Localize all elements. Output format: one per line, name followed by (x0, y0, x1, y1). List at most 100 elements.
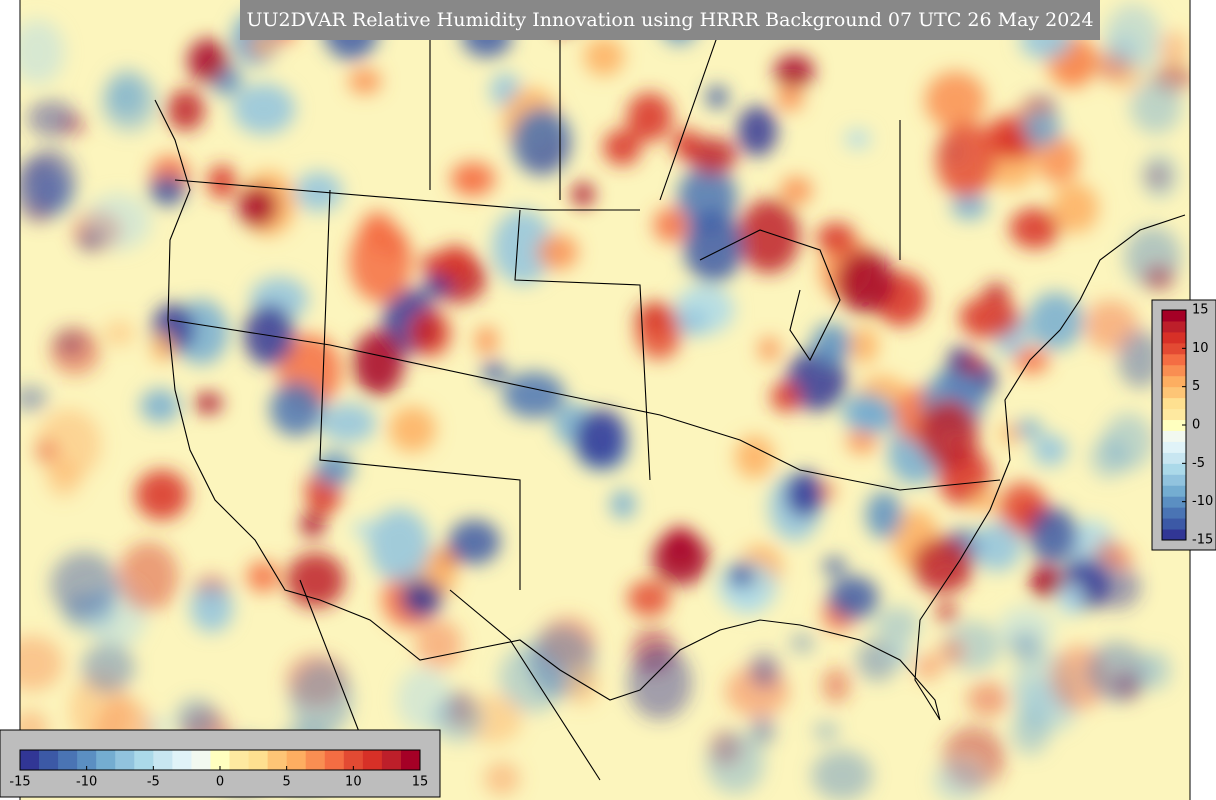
colorbar-segment (1162, 452, 1186, 464)
field-blob (626, 92, 673, 142)
colorbar-segment (1162, 342, 1186, 355)
colorbar-segment (1162, 507, 1186, 519)
field-blob (1139, 650, 1171, 691)
field-blob (925, 71, 986, 130)
field-blob (118, 541, 179, 612)
field-blob (349, 221, 412, 303)
field-blob (431, 695, 484, 742)
field-blob (269, 381, 323, 437)
colorbar-tick-label: -15 (1192, 533, 1213, 548)
field-blob (571, 182, 595, 207)
field-blob (841, 392, 890, 432)
field-blob (966, 681, 1010, 717)
field-blob (823, 557, 846, 576)
colorbar-tick-label: 0 (1192, 418, 1200, 433)
field-blob (348, 68, 382, 95)
field-blob (938, 637, 965, 666)
colorbar-tick-label: 0 (216, 775, 224, 790)
field-blob (422, 274, 452, 296)
colorbar-tick-label: 10 (345, 775, 362, 790)
field-blob (1052, 183, 1099, 234)
field-blob (995, 122, 1029, 157)
field-blob (914, 653, 942, 681)
colorbar-segment (96, 750, 116, 770)
field-blob (627, 580, 671, 617)
field-blob (20, 635, 63, 692)
field-blob (166, 89, 205, 131)
field-blob (565, 664, 600, 706)
field-blob (436, 245, 474, 281)
colorbar-segment (115, 750, 135, 770)
field-blob (50, 551, 119, 618)
colorbar-segment (1162, 496, 1186, 508)
field-blob (972, 522, 1023, 572)
field-blob (85, 193, 152, 251)
field-blob (776, 86, 804, 112)
field-blob (1008, 630, 1042, 662)
field-blob (511, 107, 572, 176)
field-blob (502, 371, 565, 419)
colorbar-tick-label: 10 (1192, 341, 1209, 356)
field-blob (677, 308, 708, 337)
field-blob (652, 532, 710, 586)
field-blob (187, 38, 229, 84)
field-blob (46, 461, 81, 498)
field-blob (737, 589, 759, 614)
field-blob (1011, 708, 1050, 755)
colorbar-segment (153, 750, 173, 770)
field-blob (627, 645, 693, 720)
field-blob (999, 422, 1021, 446)
field-blob (492, 209, 554, 285)
field-blob (949, 346, 970, 369)
colorbar-segment (39, 750, 59, 770)
field-blob (400, 579, 443, 617)
field-blob (706, 85, 729, 109)
field-blob (1015, 419, 1043, 439)
field-blob (20, 19, 65, 85)
field-blob (912, 537, 974, 594)
field-blob (653, 207, 688, 243)
field-blob (816, 222, 856, 255)
colorbar-tick-label: -10 (76, 775, 97, 790)
field-blob (813, 722, 839, 741)
field-blob (1038, 136, 1080, 185)
colorbar-segment (286, 750, 307, 770)
field-blob (727, 563, 755, 588)
colorbar-segment (1162, 386, 1186, 399)
field-blob (149, 175, 186, 206)
field-blob (780, 176, 813, 205)
field-blob (610, 489, 636, 519)
field-blob (50, 327, 101, 376)
field-blob (919, 399, 979, 470)
field-blob (420, 253, 442, 274)
colorbars: -15 -10 -5 0 5 10 15 15 10 5 0 -5 -10 -15 (0, 299, 1216, 798)
colorbar-segment (1162, 474, 1186, 486)
field-blob (865, 491, 903, 539)
field-blob (1028, 507, 1079, 564)
state-line (319, 189, 521, 590)
field-blob (737, 105, 778, 157)
colorbar-segment (1162, 419, 1186, 431)
field-blob (1057, 582, 1084, 617)
field-blob (237, 185, 278, 227)
field-blob (368, 508, 431, 583)
field-blob (151, 333, 175, 363)
field-blob (785, 471, 824, 517)
field-blob (846, 428, 878, 454)
field-blob (984, 282, 1010, 302)
field-blob (1032, 434, 1068, 467)
field-blob (971, 490, 996, 513)
field-blob (77, 229, 104, 252)
colorbar-segment (229, 750, 250, 770)
colorbar-segment (248, 750, 269, 770)
colorbar-segment (1162, 331, 1186, 344)
field-blob (886, 637, 914, 668)
title-box (240, 0, 1100, 40)
state-line (169, 319, 1001, 491)
field-blob (790, 633, 815, 653)
colorbar-segment (210, 750, 231, 770)
field-blob (1093, 539, 1125, 566)
field-blob (811, 323, 852, 366)
